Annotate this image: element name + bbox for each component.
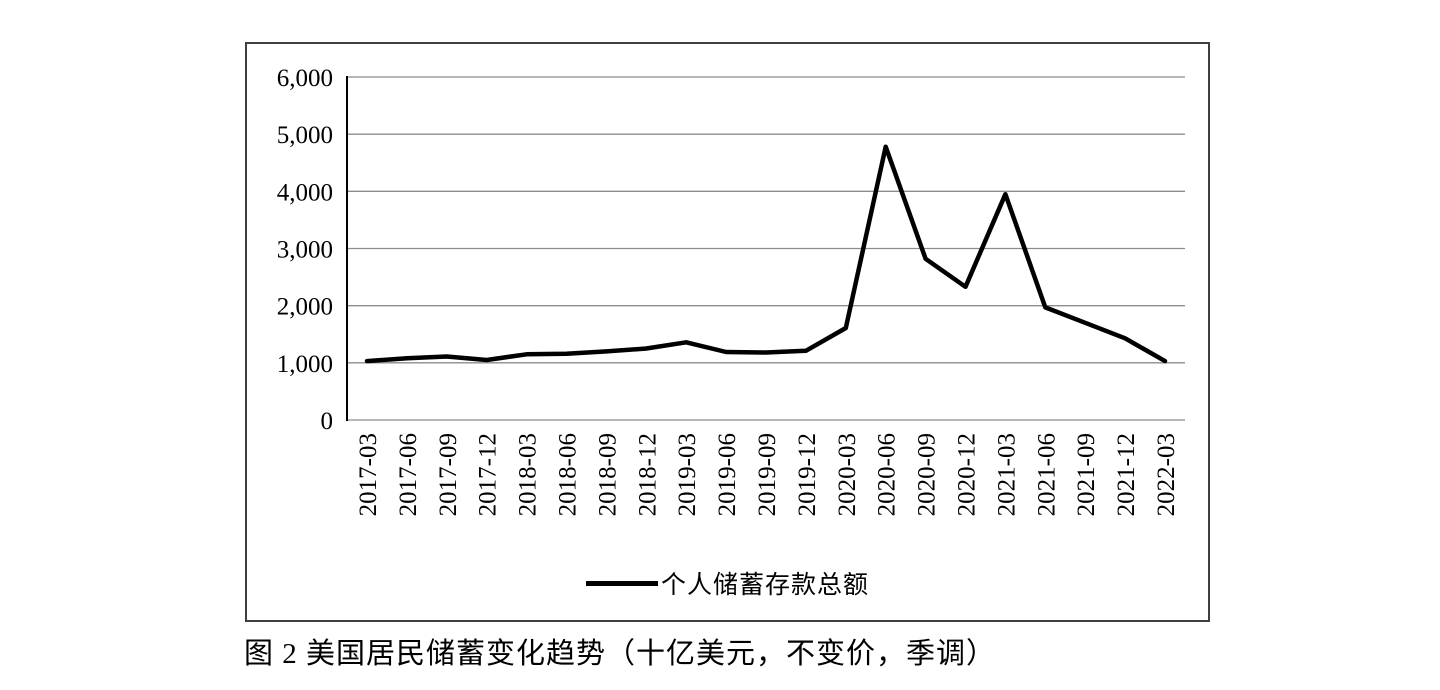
x-axis-label: 2021-03 (993, 433, 1020, 516)
x-axis-label: 2020-09 (914, 433, 941, 516)
line-chart-svg: 0 1,000 2,000 3,000 4,000 5,000 6,000 2017-03 20… (277, 65, 1185, 516)
x-axis-label: 2019-03 (674, 433, 701, 516)
x-axis-label: 2018-12 (634, 433, 661, 516)
chart-frame: 0 1,000 2,000 3,000 4,000 5,000 6,000 2017-03 20… (245, 42, 1210, 622)
x-axis-label: 2018-09 (594, 433, 621, 516)
legend-label: 个人储蓄存款总额 (660, 572, 869, 599)
x-axis-label: 2017-09 (435, 433, 462, 516)
y-axis-label: 3,000 (277, 237, 333, 264)
x-axis-label: 2020-03 (834, 433, 861, 516)
chart-legend: 个人储蓄存款总额 (247, 565, 1208, 601)
x-axis-label: 2018-06 (554, 433, 581, 516)
x-axis-label: 2019-12 (794, 433, 821, 516)
x-axis-label: 2017-06 (395, 433, 422, 516)
legend-line-marker (585, 580, 658, 586)
x-axis-label: 2022-03 (1153, 433, 1180, 516)
y-axis-label: 2,000 (277, 294, 333, 321)
x-axis-label: 2019-06 (714, 433, 741, 516)
x-axis-label: 2021-12 (1113, 433, 1140, 516)
y-axis-label: 1,000 (277, 351, 333, 378)
x-axis-label: 2020-06 (874, 433, 901, 516)
x-axis-label: 2017-12 (475, 433, 502, 516)
series-line (364, 144, 1168, 364)
chart-caption: 图 2 美国居民储蓄变化趋势（十亿美元，不变价，季调） (243, 638, 996, 670)
y-axis-label: 5,000 (277, 122, 333, 149)
x-axis-label: 2021-09 (1073, 433, 1100, 516)
x-axis-label: 2017-03 (355, 433, 382, 516)
x-axis-label: 2020-12 (954, 433, 981, 516)
x-axis-label: 2018-03 (515, 433, 542, 516)
y-axis-label: 0 (321, 408, 334, 435)
x-axis-label: 2019-09 (754, 433, 781, 516)
x-axis-label: 2021-06 (1033, 433, 1060, 516)
y-axis-label: 6,000 (277, 65, 333, 92)
y-axis-label: 4,000 (277, 179, 333, 206)
